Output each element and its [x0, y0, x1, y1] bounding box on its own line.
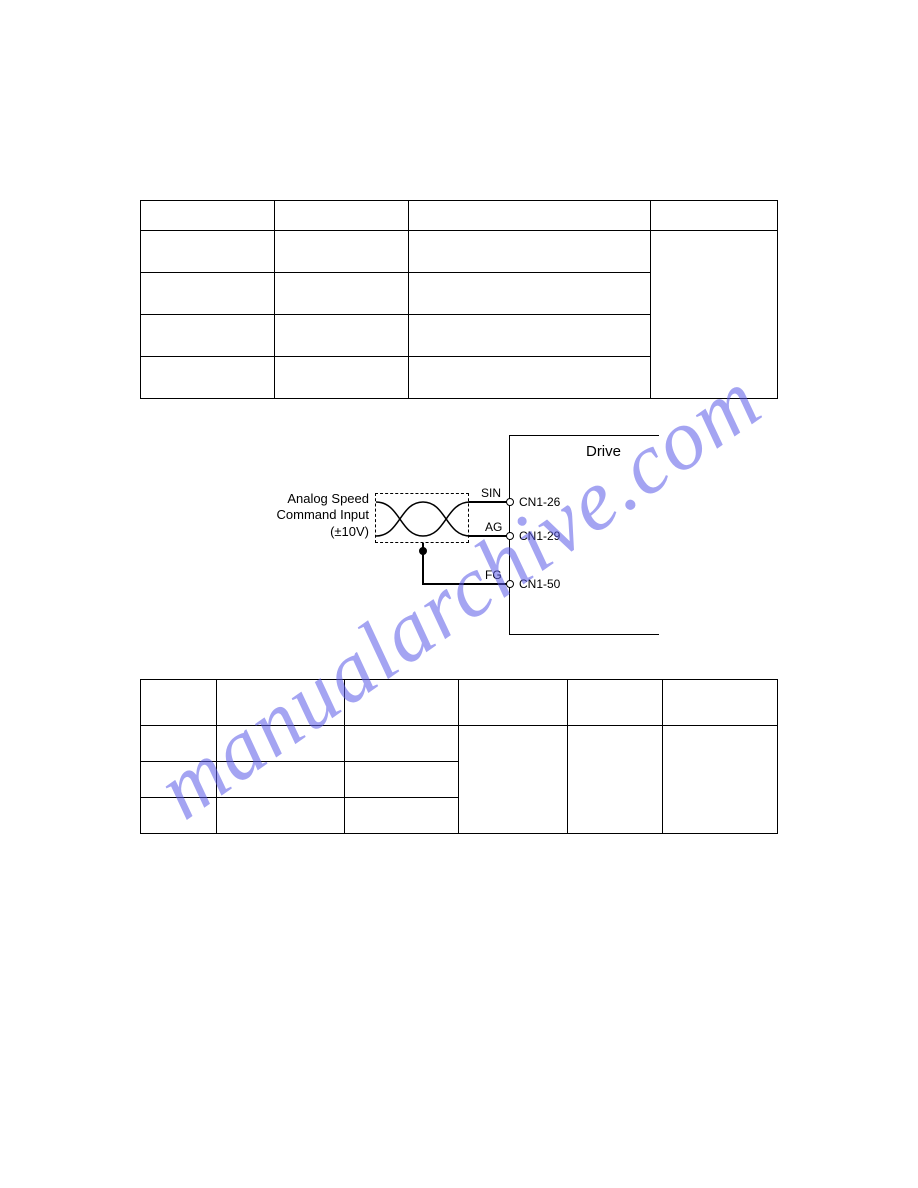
input-label-l1: Analog Speed: [287, 491, 369, 506]
terminal-node-sin-icon: [506, 498, 514, 506]
t1-r2c0: [141, 315, 275, 357]
t2-r2c1: [217, 798, 344, 834]
t2-r1c1: [217, 762, 344, 798]
t1-h3: [650, 201, 777, 231]
t2-r0c5-merged: [663, 726, 778, 834]
t2-r0c0: [141, 726, 217, 762]
wire-ag: [469, 535, 509, 537]
t2-r0c4-merged: [567, 726, 663, 834]
t2-h5: [663, 680, 778, 726]
junction-node-icon: [419, 547, 427, 555]
pin-ag-label: CN1-29: [519, 529, 560, 543]
t2-r0c2: [344, 726, 459, 762]
wiring-diagram: Drive Analog Speed Command Input (±10V): [259, 435, 659, 635]
t1-r1c1: [274, 273, 408, 315]
terminal-node-fg-icon: [506, 580, 514, 588]
t1-r3c1: [274, 357, 408, 399]
t2-r1c0: [141, 762, 217, 798]
table-row: [141, 680, 778, 726]
twisted-pair-icon: [375, 493, 469, 543]
sig-sin-label: SIN: [481, 486, 501, 500]
table-row: [141, 726, 778, 762]
table-row: [141, 201, 778, 231]
t2-r2c0: [141, 798, 217, 834]
t1-r2c2: [408, 315, 650, 357]
table-2: [140, 679, 778, 834]
t1-r1c0: [141, 273, 275, 315]
input-label-l2: Command Input: [277, 507, 370, 522]
table-1: [140, 200, 778, 399]
t2-r0c3-merged: [459, 726, 567, 834]
pin-sin-label: CN1-26: [519, 495, 560, 509]
input-label-l3: (±10V): [330, 524, 369, 539]
t1-r0c1: [274, 231, 408, 273]
t2-r0c1: [217, 726, 344, 762]
t1-r3c2: [408, 357, 650, 399]
drive-label: Drive: [586, 443, 621, 460]
t2-h2: [344, 680, 459, 726]
t2-h4: [567, 680, 663, 726]
diagram-container: Drive Analog Speed Command Input (±10V): [140, 435, 778, 635]
t1-r2c1: [274, 315, 408, 357]
t1-r1c2: [408, 273, 650, 315]
pin-fg-label: CN1-50: [519, 577, 560, 591]
table-row: [141, 231, 778, 273]
analog-speed-input-label: Analog Speed Command Input (±10V): [219, 491, 369, 540]
t2-r2c2: [344, 798, 459, 834]
sig-fg-label: FG: [485, 568, 502, 582]
page-content: Drive Analog Speed Command Input (±10V): [0, 0, 918, 834]
t2-h1: [217, 680, 344, 726]
t1-h1: [274, 201, 408, 231]
sig-ag-label: AG: [485, 520, 502, 534]
t1-r0c0: [141, 231, 275, 273]
terminal-node-ag-icon: [506, 532, 514, 540]
wire-sin: [469, 501, 509, 503]
t1-h0: [141, 201, 275, 231]
t1-h2: [408, 201, 650, 231]
t1-r0c3-merged: [650, 231, 777, 399]
t2-r1c2: [344, 762, 459, 798]
wire-fg-h: [422, 583, 509, 585]
t1-r0c2: [408, 231, 650, 273]
t2-h3: [459, 680, 567, 726]
t2-h0: [141, 680, 217, 726]
t1-r3c0: [141, 357, 275, 399]
